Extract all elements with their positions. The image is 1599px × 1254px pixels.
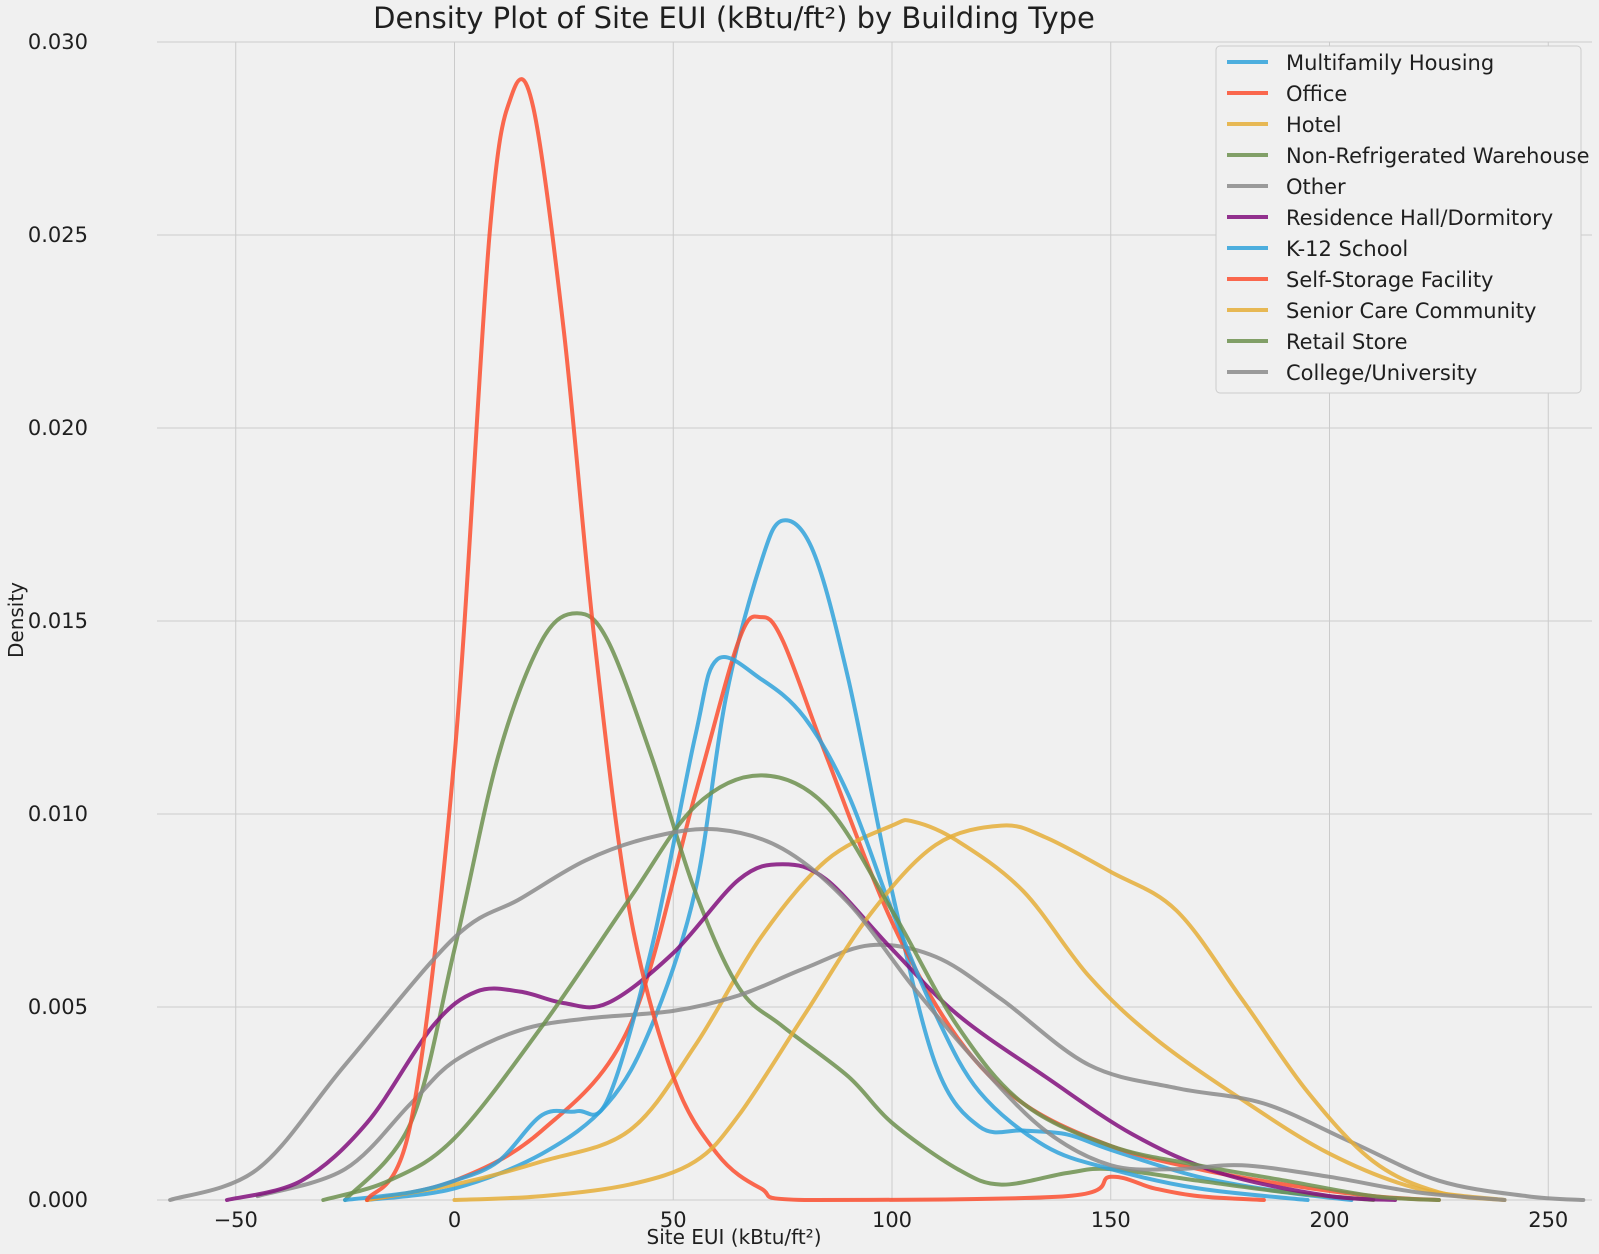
series-line-office: [365, 614, 1441, 1202]
legend-label-k-12-school: K-12 School: [1286, 237, 1408, 261]
y-tick-label: 0.020: [28, 416, 88, 440]
x-tick-label: 200: [1309, 1208, 1349, 1232]
series-line-non-refrigerated-warehouse: [343, 611, 1376, 1202]
legend-label-residence-hall-dormitory: Residence Hall/Dormitory: [1286, 206, 1553, 230]
series-line-residence-hall-dormitory: [225, 862, 1398, 1202]
series-line-college-university: [168, 826, 1507, 1202]
x-tick-label: 0: [448, 1208, 461, 1232]
y-tick-label: 0.005: [28, 995, 88, 1019]
chart-title: Density Plot of Site EUI (kBtu/ft²) by B…: [373, 1, 1095, 35]
x-tick-label: 50: [660, 1208, 687, 1232]
legend-label-hotel: Hotel: [1286, 113, 1342, 137]
legend-label-non-refrigerated-warehouse: Non-Refrigerated Warehouse: [1286, 144, 1590, 168]
y-tick-label: 0.000: [28, 1188, 88, 1212]
legend-label-senior-care-community: Senior Care Community: [1286, 299, 1536, 323]
x-tick-label: −50: [214, 1208, 258, 1232]
legend-label-multifamily-housing: Multifamily Housing: [1286, 51, 1494, 75]
legend-label-self-storage-facility: Self-Storage Facility: [1286, 268, 1493, 292]
series-line-retail-store: [321, 773, 1441, 1202]
x-axis-label: Site EUI (kBtu/ft²): [647, 1225, 822, 1249]
y-tick-label: 0.010: [28, 802, 88, 826]
legend-label-retail-store: Retail Store: [1286, 330, 1408, 354]
y-tick-label: 0.030: [28, 30, 88, 54]
legend-label-other: Other: [1286, 175, 1346, 199]
tick-layer: −50 0 50 100 150 200 250 0.000 0.005 0.010 0.015 0.…: [28, 30, 1568, 1232]
y-tick-label: 0.015: [28, 609, 88, 633]
series-line-multifamily-housing: [365, 518, 1354, 1202]
legend-label-office: Office: [1286, 82, 1347, 106]
series-line-k-12-school: [343, 655, 1310, 1202]
legend-label-college-university: College/University: [1286, 361, 1477, 385]
legend: Multifamily Housing Office Hotel Non-Refrig…: [1215, 45, 1590, 394]
y-tick-label: 0.025: [28, 223, 88, 247]
series-line-senior-care-community: [452, 823, 1507, 1202]
x-tick-label: 150: [1091, 1208, 1131, 1232]
legend-items: Multifamily Housing Office Hotel Non-Refrig…: [1227, 51, 1590, 385]
x-tick-label: 250: [1528, 1208, 1568, 1232]
y-axis-label: Density: [4, 582, 28, 658]
series-layer: [168, 77, 1586, 1202]
legend-box: [1215, 45, 1582, 394]
series-line-hotel: [365, 818, 1507, 1202]
series-line-self-storage-facility: [365, 77, 1266, 1202]
x-tick-label: 100: [872, 1208, 912, 1232]
